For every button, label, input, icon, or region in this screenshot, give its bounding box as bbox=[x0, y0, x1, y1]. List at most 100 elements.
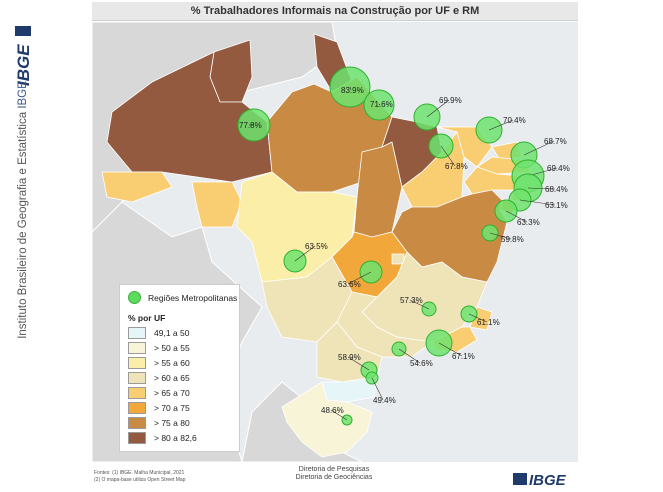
legend-swatch bbox=[128, 372, 146, 384]
rm-value-label: 48.6% bbox=[321, 406, 344, 415]
rm-manaus[interactable]: 77.8% bbox=[237, 108, 271, 142]
state-DF bbox=[391, 253, 405, 265]
rm-value-label: 69.4% bbox=[547, 164, 570, 173]
legend-swatch bbox=[128, 342, 146, 354]
rm-salvador[interactable]: 59.8% bbox=[481, 224, 524, 244]
legend-class-label: > 65 a 70 bbox=[154, 388, 190, 398]
rm-teresina[interactable]: 67.8% bbox=[428, 133, 468, 171]
state-AC bbox=[101, 171, 173, 203]
rm-belo-horizonte[interactable]: 57.3% bbox=[400, 296, 437, 317]
legend-swatch bbox=[128, 417, 146, 429]
legend: Regiões Metropolitanas % por UF 49,1 a 5… bbox=[119, 284, 240, 452]
state-RO bbox=[191, 181, 243, 228]
state-RS bbox=[281, 381, 373, 458]
rm-value-label: 77.8% bbox=[239, 121, 262, 130]
legend-class-item: 49,1 a 50 bbox=[128, 327, 189, 339]
legend-class-item: > 65 a 70 bbox=[128, 387, 190, 399]
rm-value-label: 59.8% bbox=[501, 235, 524, 244]
dept-research: Diretoria de Pesquisas bbox=[298, 466, 370, 473]
rm-leader-line bbox=[527, 187, 556, 190]
rm-leader-line bbox=[409, 299, 430, 310]
rm-value-label: 68.7% bbox=[544, 137, 567, 146]
rm-value-label: 71.6% bbox=[370, 100, 393, 109]
legend-class-label: > 55 a 60 bbox=[154, 358, 190, 368]
legend-class-label: > 80 a 82,6 bbox=[154, 433, 197, 443]
institute-name: Instituto Brasileiro de Geografia e Esta… bbox=[17, 111, 29, 339]
rm-circle-icon bbox=[128, 291, 141, 304]
legend-rm-label: Regiões Metropolitanas bbox=[148, 292, 238, 303]
institute-abbr: IBGE bbox=[17, 81, 29, 109]
rm-value-label: 69.9% bbox=[439, 96, 462, 105]
rm-value-label: 68.4% bbox=[545, 185, 568, 194]
footer-sources: Fontes: (1) IBGE. Malha Municipal, 2021 … bbox=[94, 470, 185, 483]
rm-leader-line bbox=[505, 210, 528, 223]
ibge-logo-horizontal: IBGE bbox=[513, 472, 567, 488]
legend-class-label: > 75 a 80 bbox=[154, 418, 190, 428]
source-line-2: (2) O mapa-base utiliza Open Street Map bbox=[94, 476, 186, 483]
legend-class-item: > 75 a 80 bbox=[128, 417, 190, 429]
rm-leader-line bbox=[519, 199, 556, 206]
rm-cuiaba[interactable]: 63.5% bbox=[283, 242, 328, 273]
legend-swatch bbox=[128, 327, 146, 339]
legend-class-item: > 80 a 82,6 bbox=[128, 432, 197, 444]
metropolitan-regions[interactable]: 77.8% 83.9% 71.6% 69.9% 67.8% 70.4% 68.7% 69.4%… bbox=[237, 66, 570, 426]
rm-sao-paulo[interactable]: 54.6% bbox=[391, 341, 433, 368]
rm-value-label: 67.1% bbox=[452, 352, 475, 361]
source-line-1: Fontes: (1) IBGE. Malha Municipal, 2021 bbox=[94, 470, 185, 476]
rm-leader-line bbox=[468, 313, 488, 323]
rm-leader-line bbox=[489, 232, 512, 240]
legend-class-item: > 55 a 60 bbox=[128, 357, 190, 369]
legend-class-label: 49,1 a 50 bbox=[154, 328, 190, 338]
rm-value-label: 63.6% bbox=[338, 280, 361, 289]
rm-value-label: 63.1% bbox=[545, 201, 568, 210]
rm-aracaju[interactable]: 63.3% bbox=[494, 199, 540, 227]
rm-leader-line bbox=[378, 103, 381, 106]
rm-leader-line bbox=[349, 86, 352, 91]
rm-porto-alegre[interactable]: 48.6% bbox=[321, 406, 353, 426]
rm-leader-line bbox=[523, 140, 555, 156]
legend-class-item: > 70 a 75 bbox=[128, 402, 190, 414]
legend-class-label: > 60 a 65 bbox=[154, 373, 190, 383]
rm-value-label: 58.9% bbox=[338, 353, 361, 362]
legend-swatch bbox=[128, 387, 146, 399]
rm-leader-line bbox=[426, 99, 450, 118]
rm-goiania[interactable]: 63.6% bbox=[338, 260, 383, 289]
rm-value-label: 67.8% bbox=[445, 162, 468, 171]
map-title: % Trabalhadores Informais na Construção … bbox=[92, 2, 578, 21]
rm-rio-de-janeiro[interactable]: 67.1% bbox=[425, 329, 475, 361]
rm-value-label: 70.4% bbox=[503, 116, 526, 125]
rm-leader-line bbox=[398, 348, 421, 364]
legend-class-label: > 50 a 55 bbox=[154, 343, 190, 353]
sidebar: IBGE Instituto Brasileiro de Geografia e… bbox=[0, 0, 46, 492]
rm-value-label: 83.9% bbox=[341, 86, 364, 95]
legend-swatch bbox=[128, 357, 146, 369]
dept-geosciences: Diretoria de Geociências bbox=[295, 474, 373, 481]
rm-value-label: 61.1% bbox=[477, 318, 500, 327]
states-layer bbox=[101, 33, 533, 458]
legend-swatch bbox=[128, 402, 146, 414]
legend-class-label: > 70 a 75 bbox=[154, 403, 190, 413]
rm-macapa[interactable]: 71.6% bbox=[363, 89, 395, 121]
map-frame[interactable]: 77.8% 83.9% 71.6% 69.9% 67.8% 70.4% 68.7% 69.4%… bbox=[92, 22, 578, 462]
rm-value-label: 63.5% bbox=[305, 242, 328, 251]
rm-leader-line bbox=[488, 119, 514, 131]
rm-leader-line bbox=[347, 356, 370, 371]
rm-value-label: 63.3% bbox=[517, 218, 540, 227]
brazil-map[interactable]: 77.8% 83.9% 71.6% 69.9% 67.8% 70.4% 68.7% 69.4%… bbox=[92, 22, 578, 462]
rm-sao-luis[interactable]: 69.9% bbox=[413, 96, 462, 131]
legend-title: % por UF bbox=[128, 313, 166, 323]
legend-class-item: > 60 a 65 bbox=[128, 372, 190, 384]
legend-swatch bbox=[128, 432, 146, 444]
rm-fortaleza[interactable]: 70.4% bbox=[475, 116, 526, 144]
rm-value-label: 49.4% bbox=[373, 396, 396, 405]
rm-value-label: 57.3% bbox=[400, 296, 423, 305]
legend-rm-entry: Regiões Metropolitanas bbox=[128, 291, 237, 304]
logo-text-footer: IBGE bbox=[529, 472, 567, 488]
rm-value-label: 54.6% bbox=[410, 359, 433, 368]
rm-florianopolis[interactable]: 49.4% bbox=[365, 371, 396, 405]
rm-belem[interactable]: 83.9% bbox=[329, 66, 371, 108]
rm-leader-line bbox=[330, 409, 348, 421]
rm-vitoria[interactable]: 61.1% bbox=[460, 305, 500, 327]
logo-text: IBGE bbox=[14, 44, 33, 86]
rm-leader-line bbox=[294, 245, 316, 262]
